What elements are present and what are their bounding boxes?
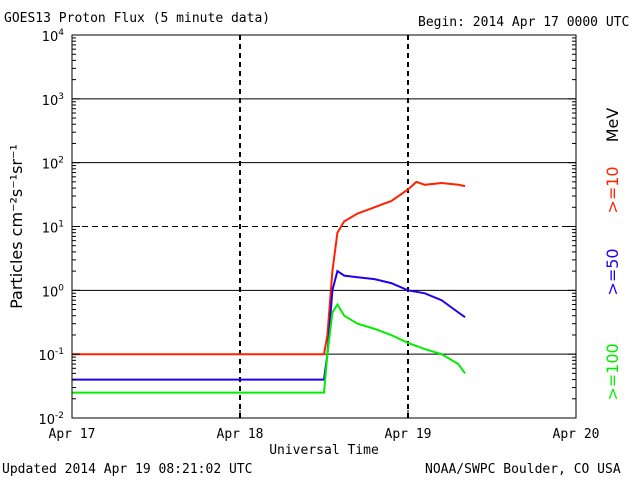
series-line-100 <box>72 302 466 394</box>
y-tick-label: 10-2 <box>38 411 64 428</box>
chart-title: GOES13 Proton Flux (5 minute data) <box>4 11 271 26</box>
y-tick-label: 103 <box>42 92 64 109</box>
legend-label-10: >=10 <box>603 166 622 213</box>
x-tick-label: Apr 20 <box>553 427 600 442</box>
x-tick-label: Apr 19 <box>385 427 432 442</box>
series-line-50 <box>72 269 466 381</box>
legend-label-50: >=50 <box>603 248 622 295</box>
x-axis-label: Universal Time <box>269 443 379 458</box>
x-tick-label: Apr 18 <box>217 427 264 442</box>
legend-units-label: MeV <box>603 108 622 143</box>
legend-label-100: >=100 <box>603 343 622 400</box>
y-axis-label: Particles cm⁻²s⁻¹sr⁻¹ <box>7 144 26 309</box>
begin-time: Begin: 2014 Apr 17 0000 UTC <box>418 15 630 30</box>
updated-timestamp: Updated 2014 Apr 19 08:21:02 UTC <box>2 462 253 477</box>
y-tick-label: 104 <box>42 28 65 45</box>
y-tick-label: 10-1 <box>38 347 64 364</box>
y-tick-label: 102 <box>42 156 64 173</box>
source-credit: NOAA/SWPC Boulder, CO USA <box>425 462 621 477</box>
grid <box>72 35 576 418</box>
x-tick-label: Apr 17 <box>49 427 96 442</box>
y-tick-label: 100 <box>42 283 65 300</box>
y-tick-label: 101 <box>42 220 64 237</box>
series-line-10 <box>72 180 466 356</box>
series-layer <box>72 180 466 394</box>
